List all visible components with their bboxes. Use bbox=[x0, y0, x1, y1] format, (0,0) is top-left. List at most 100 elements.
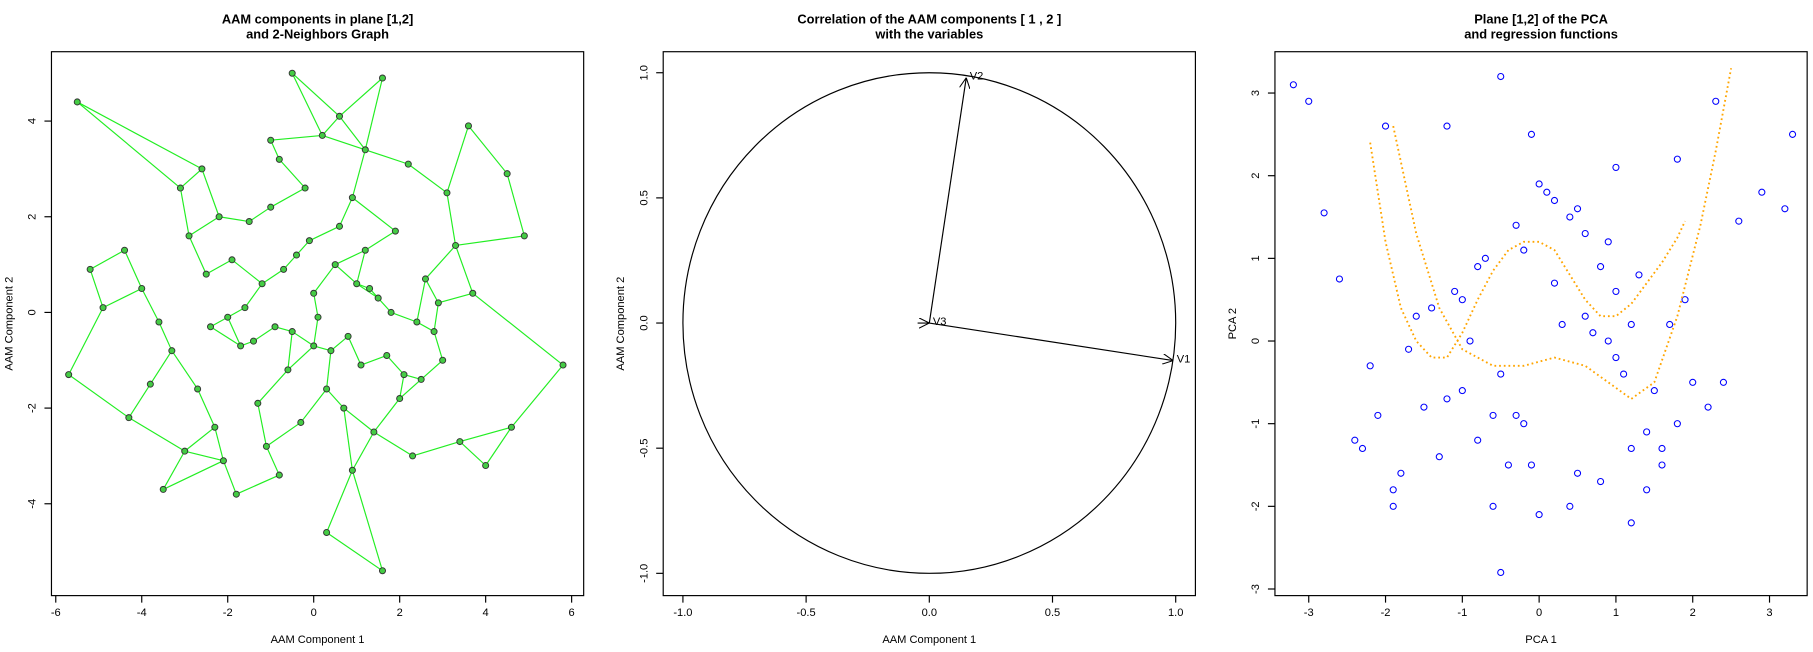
vector-label: V2 bbox=[970, 71, 984, 83]
data-point bbox=[1397, 469, 1405, 477]
neighbor-edge bbox=[365, 149, 409, 165]
neighbor-edge bbox=[162, 450, 186, 490]
data-point bbox=[301, 184, 309, 192]
neighbor-edge bbox=[265, 446, 280, 476]
x-tick-label: 0 bbox=[1536, 607, 1542, 619]
data-point bbox=[1566, 213, 1574, 221]
data-point bbox=[1412, 312, 1420, 320]
data-point bbox=[1466, 337, 1474, 345]
data-point bbox=[146, 380, 154, 388]
data-point bbox=[1788, 130, 1797, 138]
data-point bbox=[439, 356, 447, 364]
data-point bbox=[1428, 304, 1436, 312]
neighbor-edge bbox=[201, 168, 220, 217]
data-point bbox=[374, 294, 382, 302]
neighbor-edge bbox=[76, 101, 181, 189]
data-point bbox=[383, 351, 391, 359]
neighbor-edge bbox=[89, 249, 125, 270]
data-point bbox=[1474, 263, 1482, 271]
y-tick-label: 4 bbox=[27, 118, 39, 124]
x-axis-label: PCA 1 bbox=[1525, 634, 1557, 646]
neighbor-edge bbox=[364, 77, 384, 150]
data-point bbox=[1643, 486, 1651, 494]
neighbor-edge bbox=[352, 197, 396, 232]
data-point bbox=[1712, 97, 1720, 105]
x-tick-label: 4 bbox=[483, 607, 489, 619]
neighbor-edge bbox=[102, 287, 143, 309]
data-point bbox=[353, 280, 361, 288]
data-point bbox=[1673, 420, 1681, 428]
data-point bbox=[275, 471, 283, 479]
data-point bbox=[1458, 387, 1466, 395]
data-point bbox=[520, 232, 528, 240]
neighbor-edge bbox=[222, 460, 237, 495]
data-point bbox=[340, 404, 348, 412]
data-point bbox=[391, 227, 399, 235]
neighbor-edge bbox=[184, 426, 216, 452]
neighbor-edge bbox=[291, 72, 323, 136]
data-point bbox=[318, 131, 326, 139]
neighbor-edge bbox=[339, 115, 366, 151]
x-tick-label: 0 bbox=[311, 607, 317, 619]
data-point bbox=[559, 361, 567, 369]
data-point bbox=[250, 337, 258, 345]
neighbor-edge bbox=[420, 359, 444, 380]
neighbor-edge bbox=[313, 317, 319, 346]
neighbor-edge bbox=[291, 72, 340, 117]
data-point bbox=[1443, 122, 1451, 130]
data-point bbox=[1550, 196, 1559, 205]
data-point bbox=[323, 528, 331, 536]
neighbor-edge bbox=[313, 293, 319, 318]
data-point bbox=[1527, 461, 1536, 469]
neighbor-edge bbox=[261, 268, 284, 285]
neighbor-edge bbox=[162, 460, 224, 490]
neighbor-edge bbox=[455, 245, 474, 294]
data-point bbox=[1581, 229, 1589, 238]
data-point bbox=[1520, 420, 1528, 428]
neighbor-edge bbox=[158, 321, 173, 351]
data-point bbox=[1520, 246, 1528, 254]
chart-title: with the variables bbox=[874, 27, 983, 42]
data-point bbox=[1581, 312, 1589, 320]
data-point bbox=[1512, 221, 1520, 229]
neighbor-edge bbox=[214, 427, 224, 461]
data-point bbox=[292, 251, 301, 259]
neighbor-edge bbox=[188, 216, 220, 237]
data-point bbox=[224, 313, 232, 321]
neighbor-edge bbox=[343, 407, 375, 433]
data-point bbox=[168, 347, 176, 355]
data-point bbox=[280, 265, 288, 273]
data-point bbox=[1604, 337, 1612, 345]
neighbor-edge bbox=[257, 369, 289, 404]
neighbor-edge bbox=[128, 417, 186, 452]
data-point bbox=[271, 323, 279, 331]
data-point bbox=[1512, 411, 1520, 419]
x-tick-label: 1 bbox=[1613, 607, 1619, 619]
neighbor-edge bbox=[468, 125, 508, 175]
data-point bbox=[1597, 263, 1605, 271]
data-point bbox=[138, 284, 146, 293]
vector-arrow bbox=[929, 322, 1173, 361]
data-point bbox=[344, 332, 352, 340]
neighbor-edge bbox=[236, 474, 280, 495]
plot-frame bbox=[662, 51, 1196, 597]
data-point bbox=[1443, 395, 1451, 403]
data-point bbox=[1758, 188, 1766, 196]
data-point bbox=[400, 371, 408, 379]
x-axis-label: AAM Component 1 bbox=[882, 634, 976, 646]
data-point bbox=[1573, 205, 1582, 213]
vector-label: V1 bbox=[1177, 353, 1191, 365]
neighbor-edge bbox=[205, 259, 233, 275]
y-tick-label: 0.0 bbox=[638, 315, 650, 330]
neighbor-edge bbox=[210, 326, 241, 347]
panel: Correlation of the AAM components [ 1 , … bbox=[615, 12, 1196, 646]
neighbor-edge bbox=[197, 388, 216, 428]
data-point bbox=[409, 452, 417, 460]
neighbor-edge bbox=[300, 388, 328, 423]
x-tick-label: 0.5 bbox=[1045, 607, 1060, 619]
data-point bbox=[1458, 296, 1466, 304]
data-point bbox=[1658, 444, 1666, 453]
neighbor-edge bbox=[351, 431, 375, 471]
data-point bbox=[1612, 163, 1620, 172]
